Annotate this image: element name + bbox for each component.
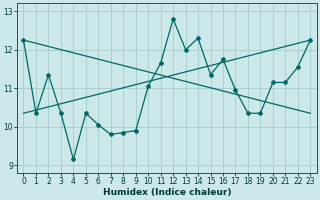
X-axis label: Humidex (Indice chaleur): Humidex (Indice chaleur) xyxy=(103,188,231,197)
